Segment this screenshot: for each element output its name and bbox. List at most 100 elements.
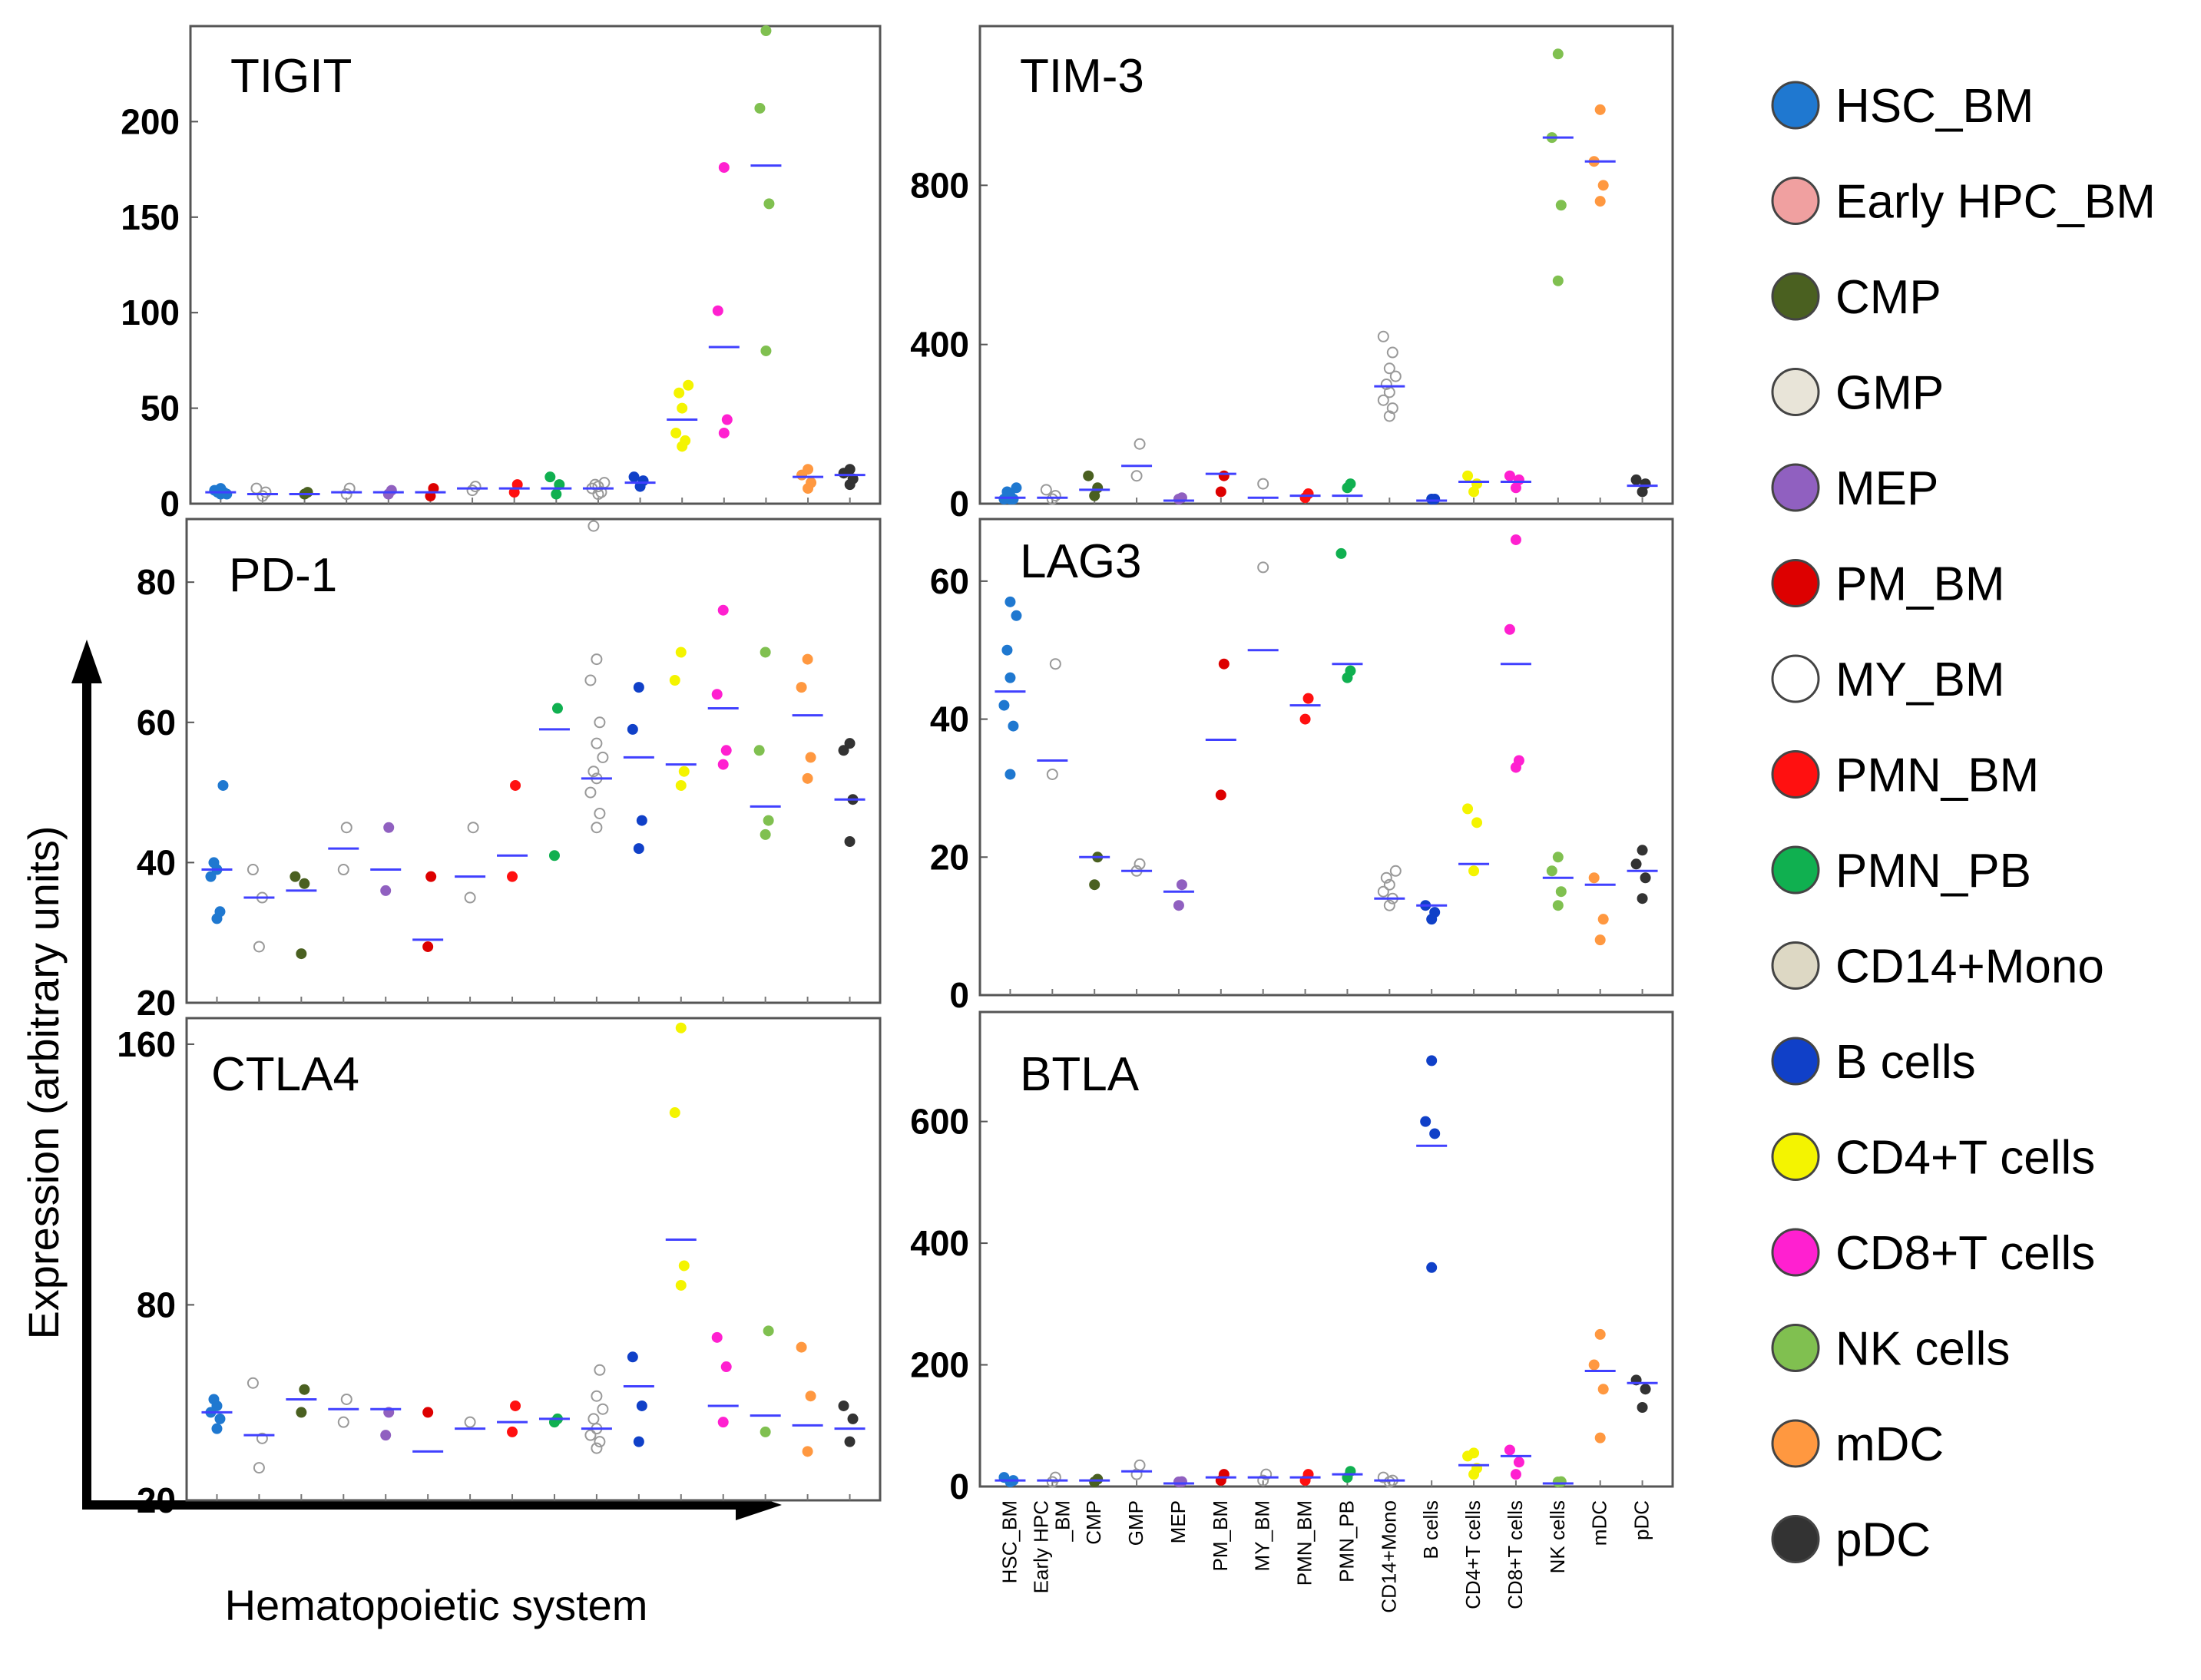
y-tick-label: 50 xyxy=(141,389,180,428)
data-point xyxy=(1260,1468,1273,1480)
panel-title: CTLA4 xyxy=(211,1048,359,1101)
series-pdc xyxy=(1627,845,1658,904)
legend-label: PMN_BM xyxy=(1835,749,2039,802)
data-point xyxy=(760,828,771,840)
data-point xyxy=(1130,470,1143,482)
panel-title: TIGIT xyxy=(230,50,352,103)
data-point xyxy=(1597,180,1609,191)
data-point xyxy=(1302,488,1314,500)
legend-swatch xyxy=(1771,559,1820,607)
data-point xyxy=(467,822,479,834)
series-cd14-mono xyxy=(1374,865,1405,911)
series-nk-cells xyxy=(1542,1476,1574,1487)
data-point xyxy=(677,402,688,414)
legend-item-cd8-t-cells: CD8+T cells xyxy=(1771,1227,2095,1280)
legend-item-b-cells: B cells xyxy=(1771,1036,1976,1089)
series-cd4-t-cells xyxy=(1458,470,1490,498)
data-point xyxy=(1383,899,1395,911)
series-mdc xyxy=(1584,872,1616,946)
data-point xyxy=(847,1413,859,1424)
data-point xyxy=(211,1423,223,1434)
data-point xyxy=(753,745,765,756)
x-tick-label: B cells xyxy=(1419,1500,1442,1559)
legend-item-nk-cells: NK cells xyxy=(1771,1323,2010,1376)
x-tick-label: HSC_BM xyxy=(998,1500,1021,1583)
legend-swatch xyxy=(1771,1419,1820,1468)
data-point xyxy=(718,162,730,174)
data-point xyxy=(717,1417,729,1428)
data-point xyxy=(340,1393,352,1405)
data-point xyxy=(554,479,565,491)
data-point xyxy=(1173,900,1184,911)
series-mep xyxy=(370,822,402,896)
series-cd8-t-cells xyxy=(707,1331,739,1428)
legend-item-pm-bm: PM_BM xyxy=(1771,558,2004,611)
data-point xyxy=(1594,1328,1606,1340)
data-point xyxy=(637,475,649,487)
data-point xyxy=(844,836,856,847)
series-hsc-bm xyxy=(201,1394,233,1434)
legend-swatch xyxy=(1771,1133,1820,1181)
series-cd8-t-cells xyxy=(1500,470,1531,494)
data-point xyxy=(1429,907,1441,918)
data-point xyxy=(674,387,685,399)
legend-swatch xyxy=(1771,654,1820,703)
data-point xyxy=(1555,200,1567,211)
data-point xyxy=(422,1407,434,1418)
data-point xyxy=(1420,1116,1431,1127)
data-point xyxy=(1552,852,1564,863)
data-point xyxy=(669,1107,680,1119)
series-nk-cells xyxy=(1542,48,1574,286)
panel-frame xyxy=(978,518,1674,997)
x-tick-early-hpc-bm: Early HPC_BM xyxy=(1029,1500,1074,1593)
y-tick-label: 0 xyxy=(949,484,969,524)
data-point xyxy=(208,1394,220,1405)
series-early-hpc-bm xyxy=(1037,1471,1068,1488)
series-mep xyxy=(1163,879,1194,911)
data-point xyxy=(636,1400,647,1411)
legend-label: PMN_PB xyxy=(1835,845,2031,898)
data-point xyxy=(844,464,856,475)
data-point xyxy=(1462,470,1474,481)
data-point xyxy=(591,822,603,834)
data-point xyxy=(1429,1128,1441,1139)
data-point xyxy=(1588,1359,1600,1371)
data-point xyxy=(675,779,687,791)
x-tick-pmn-bm: PMN_BM xyxy=(1293,1500,1316,1586)
y-arrow xyxy=(71,640,782,1520)
y-tick-label: 0 xyxy=(949,975,969,1015)
data-point xyxy=(717,604,729,616)
data-point xyxy=(1335,547,1347,559)
series-my-bm xyxy=(1247,1468,1279,1487)
data-point xyxy=(594,1436,606,1448)
data-point xyxy=(380,1430,392,1441)
legend-item-mdc: mDC xyxy=(1771,1418,1944,1471)
y-tick-label: 20 xyxy=(137,1480,176,1520)
data-point xyxy=(507,871,518,882)
series-pmn-pb xyxy=(1332,547,1363,683)
x-tick-pdc: pDC xyxy=(1630,1500,1653,1540)
data-point xyxy=(594,1364,606,1376)
panel-tim-3: TIM-3 0 400 800 xyxy=(910,25,1674,524)
x-tick-label: mDC xyxy=(1588,1500,1611,1546)
data-point xyxy=(1377,1471,1389,1483)
data-point xyxy=(720,1361,732,1373)
data-point xyxy=(544,471,556,483)
panel-frame xyxy=(185,1017,882,1502)
data-point xyxy=(802,772,813,784)
data-point xyxy=(633,1436,644,1447)
data-point xyxy=(1011,610,1022,621)
data-point xyxy=(340,822,352,834)
series-mep xyxy=(1163,492,1194,504)
series-my-bm xyxy=(1247,561,1279,652)
series-hsc-bm xyxy=(995,596,1026,780)
data-point xyxy=(221,488,233,500)
series-hsc-bm xyxy=(205,483,237,500)
x-tick-label: CD4+T cells xyxy=(1461,1500,1484,1609)
data-point xyxy=(1426,1262,1438,1273)
data-point xyxy=(1299,713,1311,725)
data-point xyxy=(591,653,603,666)
legend-swatch xyxy=(1771,368,1820,416)
data-point xyxy=(548,850,560,861)
